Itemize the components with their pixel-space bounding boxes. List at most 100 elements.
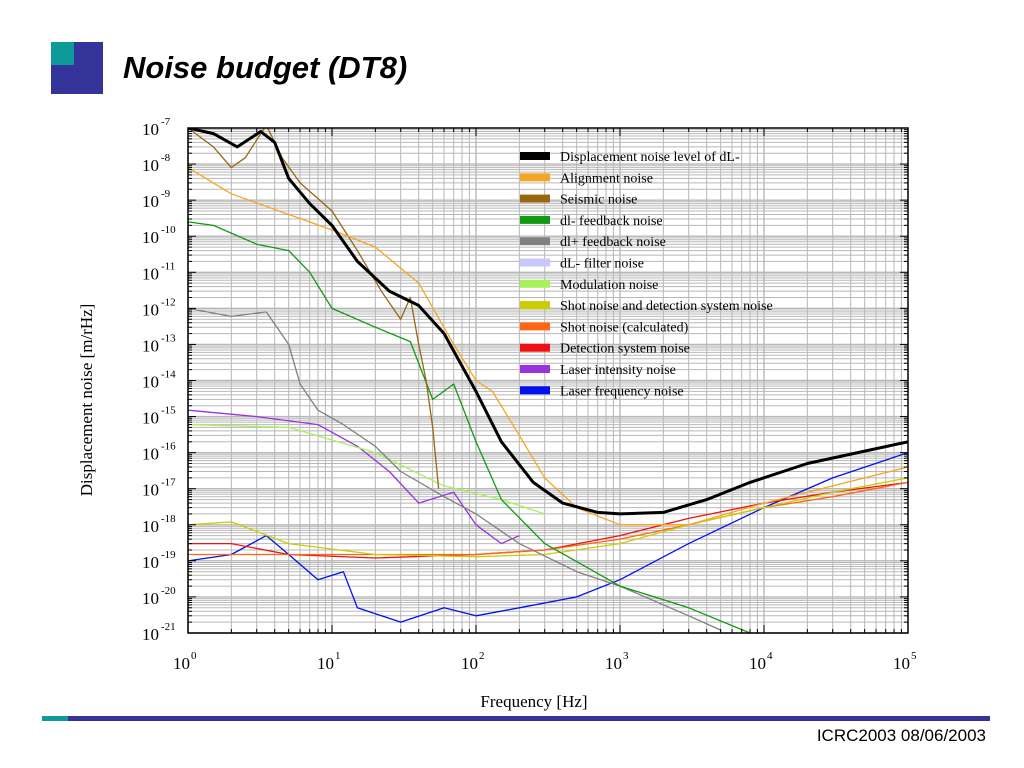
series-line-4	[188, 307, 721, 631]
legend-swatch	[520, 279, 550, 288]
y-tick-label: 10 -7	[142, 116, 171, 139]
y-tick-exponent: -11	[161, 260, 175, 272]
y-tick-label: 10 -14	[142, 369, 176, 392]
legend-swatch	[520, 343, 550, 352]
footer-bar-navy	[68, 716, 990, 721]
x-tick-base: 10	[317, 654, 334, 673]
y-tick-base: 10	[142, 120, 159, 139]
y-tick-exponent: -13	[161, 332, 176, 344]
y-tick-exponent: -20	[161, 585, 176, 597]
x-tick-label: 10 2	[461, 650, 485, 673]
legend-swatch	[520, 386, 550, 395]
series-line-11	[188, 451, 908, 623]
x-tick-label: 10 0	[173, 650, 197, 673]
legend-label: Laser intensity noise	[560, 363, 676, 378]
y-tick-base: 10	[142, 373, 159, 392]
y-tick-base: 10	[142, 228, 159, 247]
y-tick-label: 10 -18	[142, 513, 176, 536]
y-tick-exponent: -19	[161, 549, 176, 561]
y-tick-label: 10 -9	[142, 188, 171, 211]
x-tick-exponent: 2	[479, 650, 485, 662]
legend-label: dl+ feedback noise	[560, 235, 666, 250]
y-tick-exponent: -12	[161, 296, 176, 308]
y-tick-label: 10 -10	[142, 224, 176, 247]
y-tick-exponent: -10	[161, 224, 176, 236]
legend-swatch	[520, 152, 550, 160]
legend-swatch	[520, 322, 550, 331]
series-line-10	[188, 409, 520, 545]
y-tick-label: 10 -16	[142, 441, 176, 464]
legend-label: dl- feedback noise	[560, 214, 663, 229]
footer-date: ICRC2003 08/06/2003	[816, 726, 986, 745]
y-tick-label: 10 -11	[142, 260, 175, 283]
x-tick-exponent: 1	[335, 650, 341, 662]
legend: Displacement noise level of dL- Alignment…	[520, 150, 773, 399]
y-tick-base: 10	[142, 481, 159, 500]
series-line-8	[188, 481, 908, 556]
y-tick-base: 10	[142, 553, 159, 572]
y-tick-label: 10 -8	[142, 152, 171, 175]
x-tick-exponent: 4	[767, 650, 773, 662]
legend-swatch	[520, 301, 550, 310]
legend-label: Shot noise and detection system noise	[560, 299, 773, 314]
x-tick-base: 10	[461, 654, 478, 673]
x-tick-exponent: 0	[191, 650, 197, 662]
y-tick-base: 10	[142, 589, 159, 608]
y-tick-exponent: -8	[161, 152, 171, 164]
x-tick-label: 10 5	[893, 650, 917, 673]
legend-label: Laser frequency noise	[560, 384, 684, 399]
footer-bar-teal	[42, 716, 68, 721]
y-tick-exponent: -16	[161, 441, 176, 453]
y-tick-label: 10 -17	[142, 477, 176, 500]
y-tick-base: 10	[142, 156, 159, 175]
y-tick-label: 10 -21	[142, 621, 176, 644]
legend-swatch	[520, 194, 550, 203]
x-tick-exponent: 3	[623, 650, 629, 662]
legend-label: Seismic noise	[560, 193, 637, 208]
series-layer	[188, 128, 908, 633]
y-tick-base: 10	[142, 264, 159, 283]
y-tick-exponent: -15	[161, 405, 176, 417]
y-axis-title: Displacement noise [m/rHz]	[77, 304, 96, 497]
logo-square-teal	[51, 42, 74, 65]
x-tick-base: 10	[893, 654, 910, 673]
y-tick-label: 10 -15	[142, 405, 176, 428]
legend-label: Detection system noise	[560, 342, 690, 357]
legend-swatch	[520, 258, 550, 267]
legend-label: Shot noise (calculated)	[560, 320, 689, 335]
y-tick-exponent: -18	[161, 513, 176, 525]
y-tick-base: 10	[142, 625, 159, 644]
series-line-0	[188, 128, 908, 516]
series-line-7	[188, 477, 908, 558]
x-tick-exponent: 5	[911, 650, 917, 662]
series-line-6	[188, 423, 545, 515]
y-tick-base: 10	[142, 192, 159, 211]
x-tick-base: 10	[749, 654, 766, 673]
y-tick-exponent: -21	[161, 621, 176, 633]
series-line-2	[188, 128, 440, 489]
y-tick-label: 10 -20	[142, 585, 176, 608]
y-tick-exponent: -14	[161, 369, 176, 381]
legend-label: Displacement noise level of dL-	[560, 150, 740, 165]
y-tick-base: 10	[142, 336, 159, 355]
y-tick-base: 10	[142, 517, 159, 536]
legend-label: Modulation noise	[560, 278, 658, 293]
y-tick-exponent: -7	[161, 116, 171, 128]
y-tick-base: 10	[142, 300, 159, 319]
legend-swatch	[520, 365, 550, 373]
y-tick-label: 10 -19	[142, 549, 176, 572]
series-line-1	[188, 167, 908, 526]
y-tick-base: 10	[142, 409, 159, 428]
legend-label: dL- filter noise	[560, 257, 644, 272]
x-tick-base: 10	[173, 654, 190, 673]
series-line-3	[188, 221, 751, 633]
x-axis-title: Frequency [Hz]	[480, 692, 587, 711]
legend-swatch	[520, 215, 550, 224]
x-tick-base: 10	[605, 654, 622, 673]
y-tick-exponent: -9	[161, 188, 171, 200]
y-tick-base: 10	[142, 445, 159, 464]
legend-swatch	[520, 237, 550, 246]
y-tick-label: 10 -13	[142, 332, 176, 355]
y-tick-exponent: -17	[161, 477, 176, 489]
